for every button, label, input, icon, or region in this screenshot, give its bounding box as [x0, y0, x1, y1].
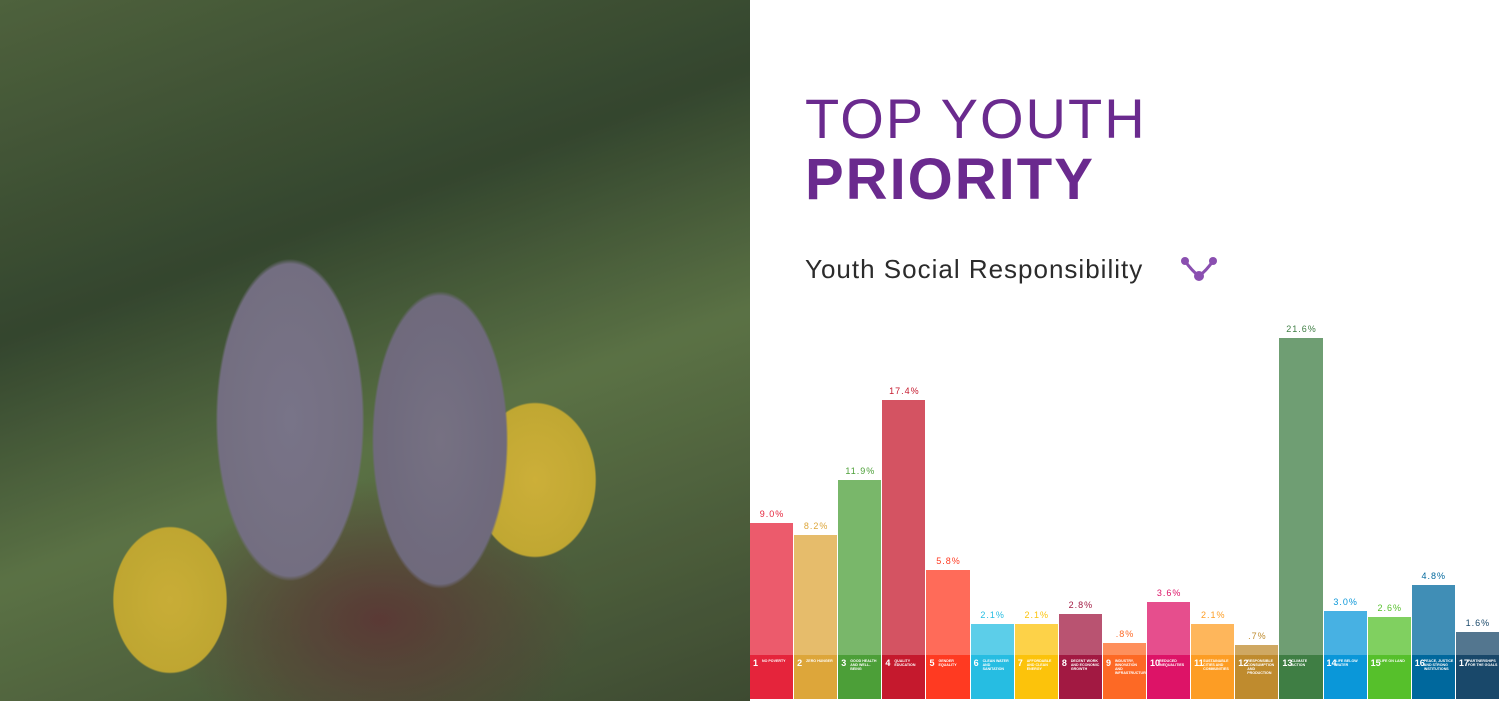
goal-number: 2 — [797, 658, 803, 668]
value-label: 2.8% — [1068, 599, 1094, 610]
goal-icon: 17 PARTNERSHIPS FOR THE GOALS — [1455, 655, 1499, 699]
goal-name: REDUCED INEQUALITIES — [1159, 659, 1185, 667]
goal-icon: 1 NO POVERTY — [750, 655, 794, 699]
goal-name: QUALITY EDUCATION — [894, 659, 916, 667]
value-label: .7% — [1248, 630, 1267, 641]
goal-name: INDUSTRY, INNOVATION AND INFRASTRUCTURE — [1114, 659, 1149, 675]
value-label: 2.6% — [1377, 602, 1402, 613]
value-label: 2.1% — [1200, 610, 1226, 621]
bar — [1455, 631, 1499, 655]
bar — [838, 480, 882, 655]
goal-name: GENDER EQUALITY — [938, 659, 957, 667]
goal-number: 7 — [1017, 658, 1023, 668]
goal-number: 8 — [1061, 658, 1067, 668]
goal-name: ZERO HUNGER — [806, 659, 833, 663]
bar — [1235, 644, 1279, 655]
title-line-2: PRIORITY — [805, 147, 1095, 212]
goal-icon: 10 REDUCED INEQUALITIES — [1147, 655, 1191, 699]
value-label: 2.1% — [980, 610, 1005, 621]
goal-number: 17 — [1458, 658, 1469, 668]
bar — [750, 522, 794, 655]
goal-icon: 11 SUSTAINABLE CITIES AND COMMUNITIES — [1191, 655, 1235, 699]
bar — [1279, 338, 1323, 655]
goal-number: 16 — [1414, 658, 1425, 668]
goal-icon: 15 LIFE ON LAND — [1367, 655, 1411, 699]
goal-icon: 6 CLEAN WATER AND SANITATION — [970, 655, 1014, 699]
goal-icon: 7 AFFORDABLE AND CLEAN ENERGY — [1014, 655, 1058, 699]
logo-icon — [1181, 257, 1217, 281]
value-label: 4.8% — [1421, 570, 1447, 581]
bar — [1367, 616, 1411, 655]
goal-name: CLEAN WATER AND SANITATION — [982, 659, 1009, 671]
goal-number: 5 — [929, 658, 935, 668]
goal-icon: 13 CLIMATE ACTION — [1279, 655, 1323, 699]
goal-icon: 4 QUALITY EDUCATION — [882, 655, 926, 699]
goal-number: 3 — [841, 658, 847, 668]
goal-icon: 14 LIFE BELOW WATER — [1323, 655, 1367, 699]
goal-icon: 2 ZERO HUNGER — [794, 655, 838, 699]
goal-name: PARTNERSHIPS FOR THE GOALS — [1467, 659, 1498, 667]
goal-number: 6 — [973, 658, 979, 668]
bar — [1058, 613, 1102, 655]
photo — [0, 0, 750, 701]
goal-name: SUSTAINABLE CITIES AND COMMUNITIES — [1203, 659, 1229, 671]
goal-number: 13 — [1282, 658, 1293, 668]
value-label: 3.6% — [1156, 588, 1182, 599]
goal-name: LIFE ON LAND — [1379, 659, 1405, 663]
goal-number: 15 — [1370, 658, 1381, 668]
goal-number: 10 — [1150, 658, 1161, 668]
bar — [882, 399, 926, 655]
bar — [1014, 624, 1058, 655]
bar — [1102, 643, 1147, 655]
value-label: 17.4% — [889, 385, 920, 396]
goal-name: PEACE, JUSTICE AND STRONG INSTITUTIONS — [1423, 659, 1454, 671]
bar — [926, 569, 970, 655]
goal-number: 4 — [885, 658, 891, 668]
goal-icon: 16 PEACE, JUSTICE AND STRONG INSTITUTIONS — [1411, 655, 1455, 699]
value-label: 1.6% — [1465, 617, 1491, 628]
goal-number: 1 — [753, 658, 759, 668]
bar — [794, 534, 838, 655]
goal-icon: 5 GENDER EQUALITY — [926, 655, 970, 699]
goal-name: NO POVERTY — [762, 659, 786, 663]
goal-icon: 9 INDUSTRY, INNOVATION AND INFRASTRUCTURE — [1102, 655, 1149, 699]
value-label: 2.1% — [1024, 610, 1050, 621]
goal-icon: 3 GOOD HEALTH AND WELL-BEING — [838, 655, 882, 699]
goal-number: 11 — [1194, 658, 1204, 668]
value-label: 9.0% — [759, 508, 785, 519]
goal-icon: 8 DECENT WORK AND ECONOMIC GROWTH — [1058, 655, 1102, 699]
value-label: 8.2% — [803, 520, 829, 531]
goal-icon: 12 RESPONSIBLE CONSUMPTION AND PRODUCTION — [1235, 655, 1279, 699]
goal-number: 12 — [1238, 658, 1249, 668]
goal-name: RESPONSIBLE CONSUMPTION AND PRODUCTION — [1247, 659, 1275, 675]
goal-name: LIFE BELOW WATER — [1335, 659, 1358, 667]
bar — [1147, 602, 1191, 655]
value-label: .8% — [1115, 629, 1135, 640]
goal-name: DECENT WORK AND ECONOMIC GROWTH — [1070, 659, 1100, 671]
value-label: 3.0% — [1333, 596, 1358, 607]
value-label: 5.8% — [936, 555, 961, 566]
bar — [1411, 584, 1455, 655]
title-line-1: TOP YOUTH — [805, 87, 1147, 150]
value-label: 21.6% — [1286, 324, 1317, 334]
subtitle: Youth Social Responsibility — [805, 254, 1144, 284]
bar — [1191, 624, 1235, 655]
goal-number: 9 — [1105, 658, 1111, 668]
goal-name: AFFORDABLE AND CLEAN ENERGY — [1026, 659, 1052, 671]
bar — [970, 624, 1014, 655]
goal-number: 14 — [1326, 658, 1337, 668]
bar — [1323, 610, 1367, 655]
value-label: 11.9% — [845, 466, 876, 477]
goal-name: GOOD HEALTH AND WELL-BEING — [850, 659, 877, 671]
goal-name: CLIMATE ACTION — [1291, 659, 1308, 667]
